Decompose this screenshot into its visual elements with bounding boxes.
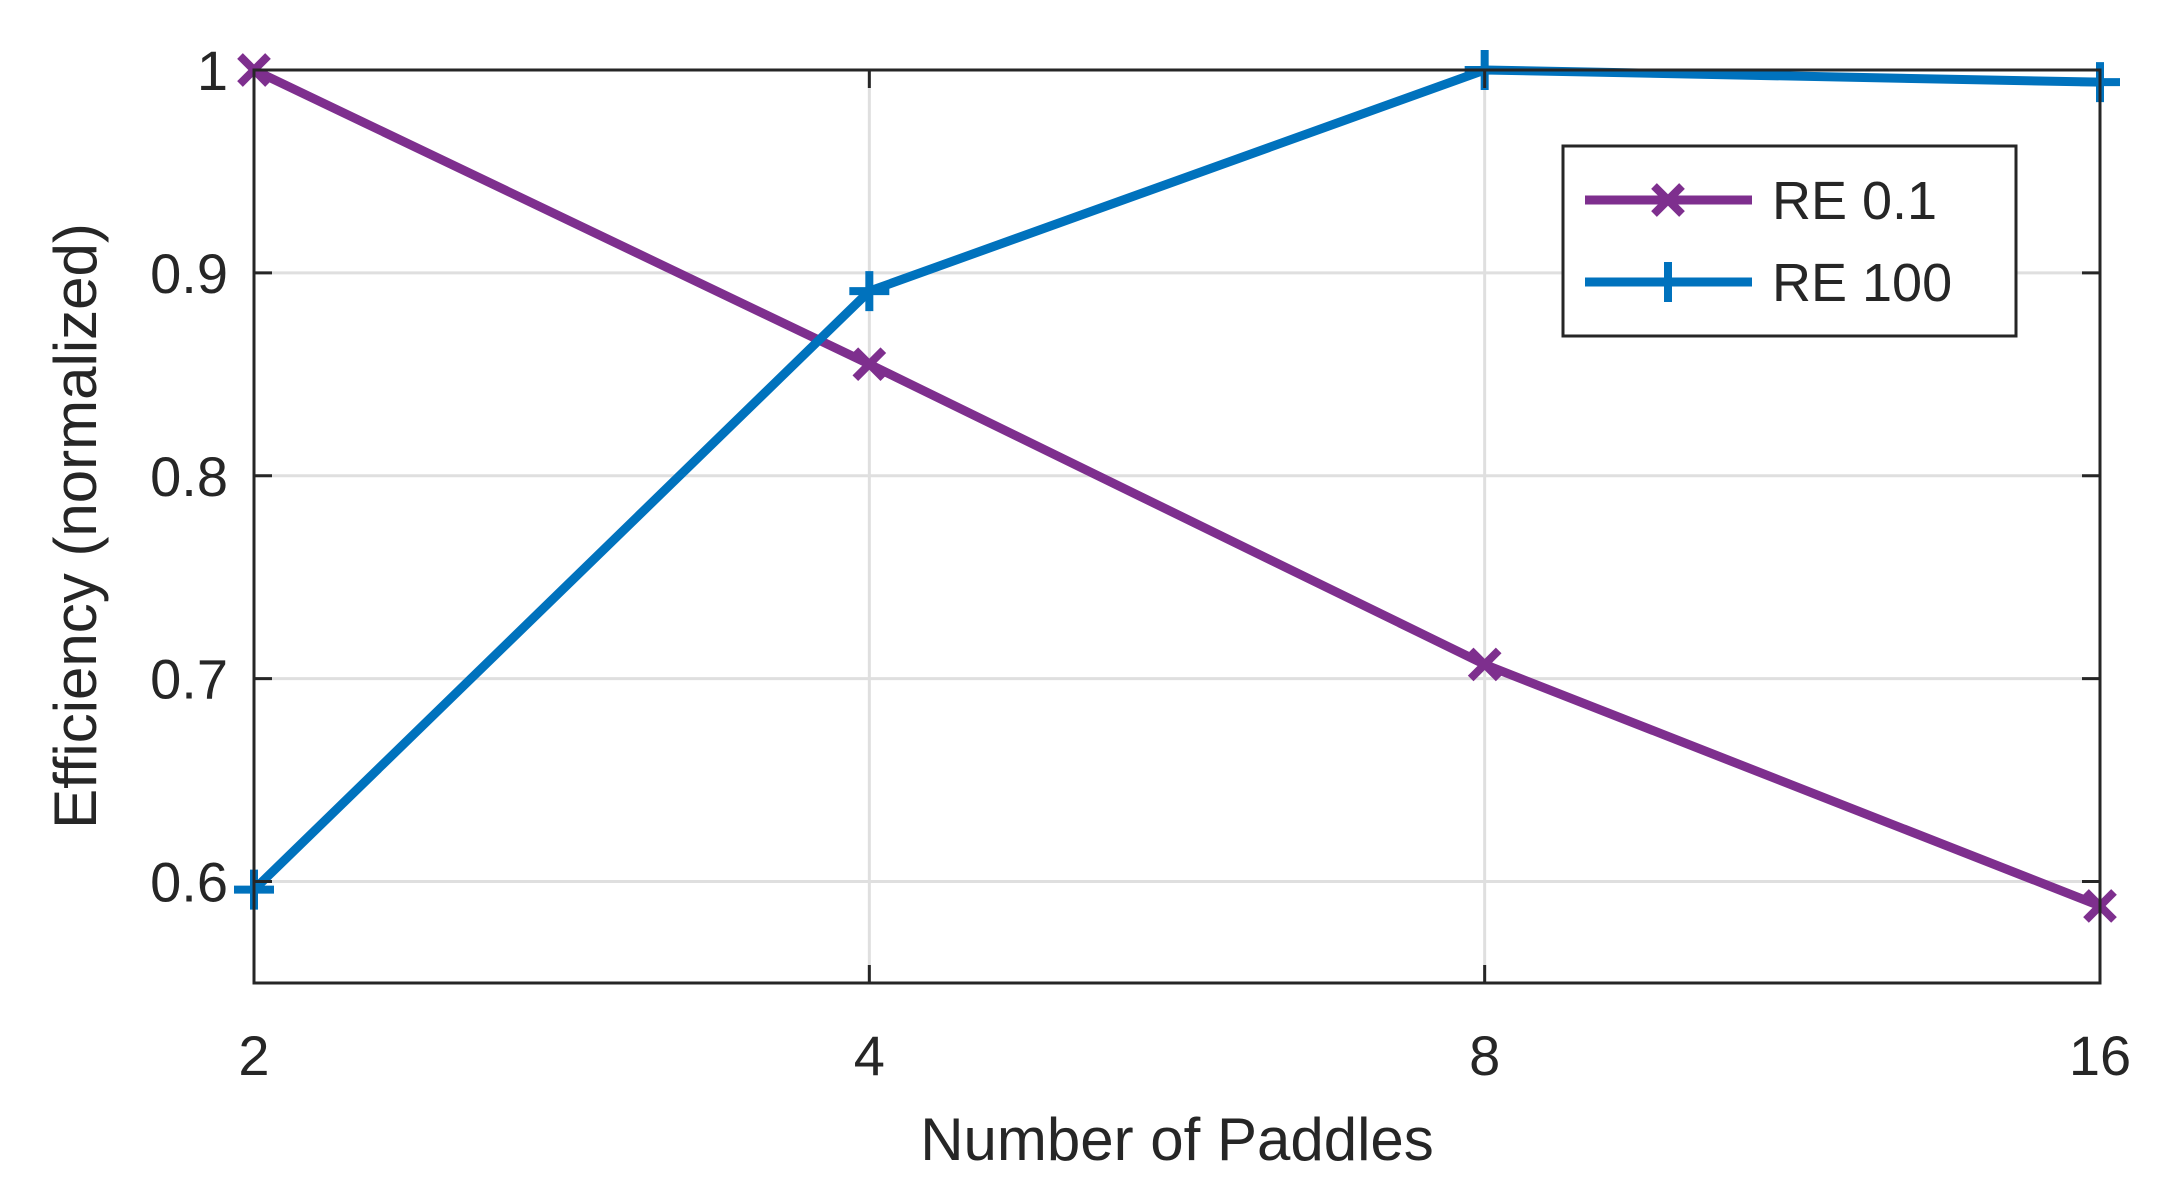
series-lines bbox=[234, 50, 2120, 923]
y-tick-label: 0.8 bbox=[150, 445, 228, 508]
legend-marker-re-100 bbox=[1648, 262, 1688, 302]
axis-ticks bbox=[252, 68, 2102, 983]
marker-stroke bbox=[852, 347, 887, 382]
legend: RE 0.1 RE 100 bbox=[1561, 144, 2018, 338]
data-point-re-0-1 bbox=[1467, 647, 1502, 682]
y-tick-label: 0.9 bbox=[150, 242, 228, 305]
marker-stroke bbox=[1467, 647, 1502, 682]
tick-labels: 2 4 8 16 0.6 0.7 0.8 0.9 1 bbox=[150, 39, 2131, 1087]
x-tick-label: 2 bbox=[238, 1024, 269, 1087]
y-tick-label: 1 bbox=[197, 39, 228, 102]
x-tick-label: 4 bbox=[854, 1024, 885, 1087]
y-tick-label: 0.7 bbox=[150, 648, 228, 711]
plot-frame bbox=[252, 68, 2102, 985]
x-tick-label: 16 bbox=[2069, 1024, 2131, 1087]
x-axis-title: Number of Paddles bbox=[920, 1106, 1434, 1173]
legend-label-re-0-1: RE 0.1 bbox=[1772, 171, 1937, 231]
x-tick-label: 8 bbox=[1469, 1024, 1500, 1087]
data-point-re-0-1 bbox=[852, 347, 887, 382]
data-point-re-100 bbox=[849, 271, 890, 312]
legend-marker-re-0-1 bbox=[1651, 183, 1685, 217]
series-line-re-0-1 bbox=[252, 65, 2102, 911]
y-tick-label: 0.6 bbox=[150, 851, 228, 914]
legend-entries: RE 0.1 RE 100 bbox=[1585, 171, 1952, 313]
legend-box bbox=[1561, 144, 2018, 338]
marker-stroke bbox=[1651, 183, 1685, 217]
y-axis-title: Efficiency (normalized) bbox=[42, 223, 109, 829]
legend-label-re-100: RE 100 bbox=[1772, 253, 1952, 313]
series-line-re-100 bbox=[250, 65, 2101, 893]
